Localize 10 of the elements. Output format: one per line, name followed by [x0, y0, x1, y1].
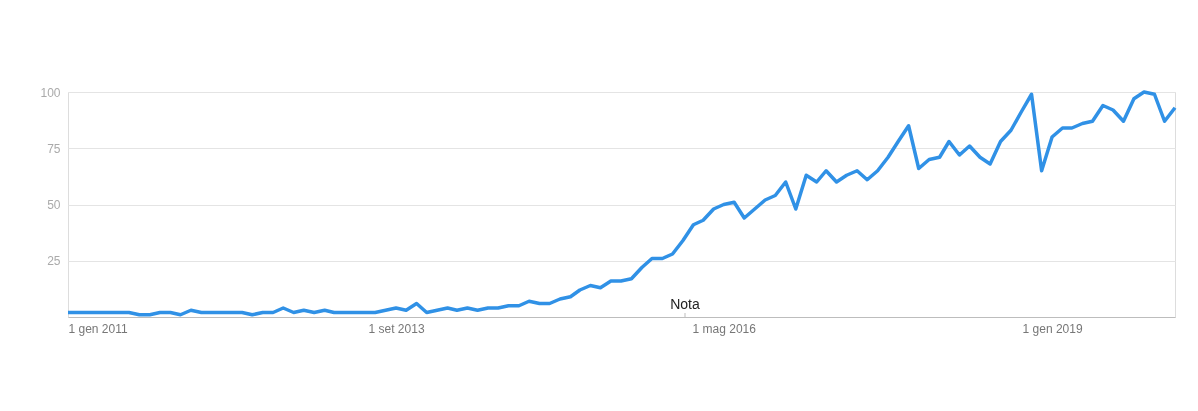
annotation: Nota — [670, 296, 700, 312]
x-tick-label: 1 gen 2011 — [68, 321, 128, 336]
y-tick-label: 100 — [40, 85, 61, 100]
x-tick-label: 1 mag 2016 — [692, 321, 757, 336]
line-series — [66, 90, 1177, 317]
x-tick-label: 1 set 2013 — [368, 321, 425, 336]
x-tick-label: 1 gen 2019 — [1022, 321, 1083, 336]
y-tick-label: 50 — [47, 198, 61, 212]
y-tick-label: 25 — [47, 254, 61, 269]
y-tick-label: 75 — [47, 141, 61, 156]
